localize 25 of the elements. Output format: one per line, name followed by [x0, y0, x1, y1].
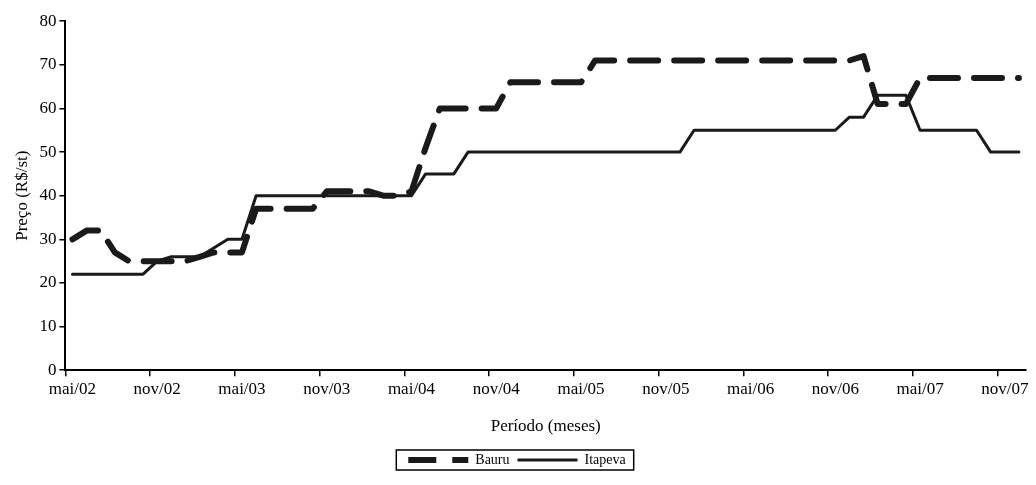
x-tick-label: mai/04	[387, 378, 436, 398]
y-tick-label: 80	[39, 10, 57, 30]
y-tick-label: 40	[39, 185, 57, 205]
x-tick-label: mai/05	[557, 378, 605, 398]
legend-label: Itapeva	[584, 451, 627, 467]
y-tick-label: 0	[47, 359, 57, 379]
x-tick-label: nov/06	[811, 378, 859, 398]
y-tick-label: 70	[39, 54, 57, 74]
y-tick-label: 60	[39, 97, 57, 117]
x-tick-label: nov/04	[472, 378, 521, 398]
x-tick-label: mai/06	[726, 378, 775, 398]
x-tick-label: nov/03	[303, 378, 351, 398]
x-tick-label: mai/07	[896, 378, 945, 398]
y-tick-label: 50	[39, 141, 57, 161]
x-tick-label: nov/02	[133, 378, 181, 398]
y-tick-label: 20	[39, 272, 57, 292]
legend-label: Bauru	[475, 451, 510, 467]
x-tick-label: nov/07	[981, 378, 1029, 398]
x-tick-label: nov/05	[642, 378, 690, 398]
x-tick-label: mai/03	[218, 378, 266, 398]
y-axis-title: Preço (R$/st)	[11, 150, 31, 241]
x-tick-label: mai/02	[48, 378, 97, 398]
y-tick-label: 10	[39, 316, 57, 336]
x-axis-title: Período (meses)	[490, 416, 601, 436]
y-tick-label: 30	[39, 228, 57, 248]
